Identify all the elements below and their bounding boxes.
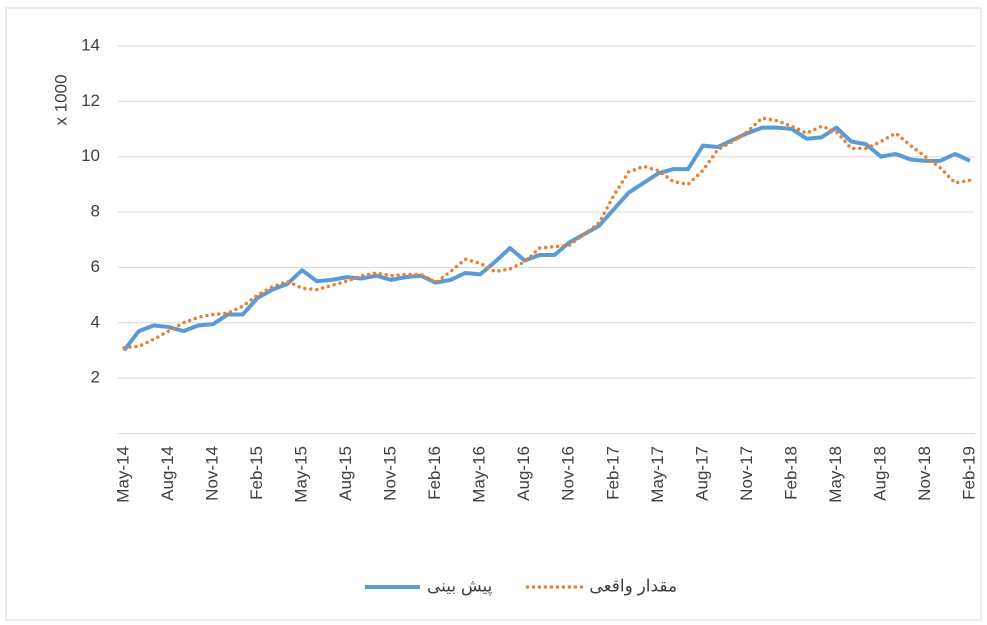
y-tick-label: 6 [91,257,100,276]
y-tick-label: 14 [81,35,100,54]
x-tick-label: Nov-14 [203,446,222,501]
x-tick-label: Nov-15 [381,446,400,501]
y-tick-label: 10 [81,146,100,165]
x-tick-label: May-18 [826,446,845,503]
y-axis-label: x 1000 [51,74,70,125]
x-tick-label: Aug-14 [158,446,177,501]
x-tick-label: Nov-16 [559,446,578,501]
x-tick-label: Aug-15 [336,446,355,501]
x-tick-label: Aug-16 [514,446,533,501]
x-tick-label: Feb-16 [425,446,444,500]
x-tick-label: May-17 [648,446,667,503]
series-line [122,125,971,352]
y-tick-label: 12 [81,91,100,110]
legend-label: پیش بینی [427,576,493,596]
x-tick-label: Nov-17 [737,446,756,501]
x-tick-label: Feb-19 [959,446,978,500]
x-tick-label: Aug-17 [692,446,711,501]
y-tick-label: 4 [91,312,100,331]
chart-frame [5,7,982,621]
x-tick-label: Nov-18 [915,446,934,501]
x-tick-label: May-15 [292,446,311,503]
x-tick-label: Aug-18 [870,446,889,501]
y-tick-label: 2 [91,368,100,387]
x-tick-label: May-16 [470,446,489,503]
x-tick-label: May-14 [113,446,132,503]
y-tick-label: 8 [91,202,100,221]
x-tick-label: Feb-15 [247,446,266,500]
series-line [122,116,972,350]
legend-label: مقدار واقعی [589,576,677,595]
x-tick-label: Feb-17 [603,446,622,500]
x-tick-label: Feb-18 [781,446,800,500]
